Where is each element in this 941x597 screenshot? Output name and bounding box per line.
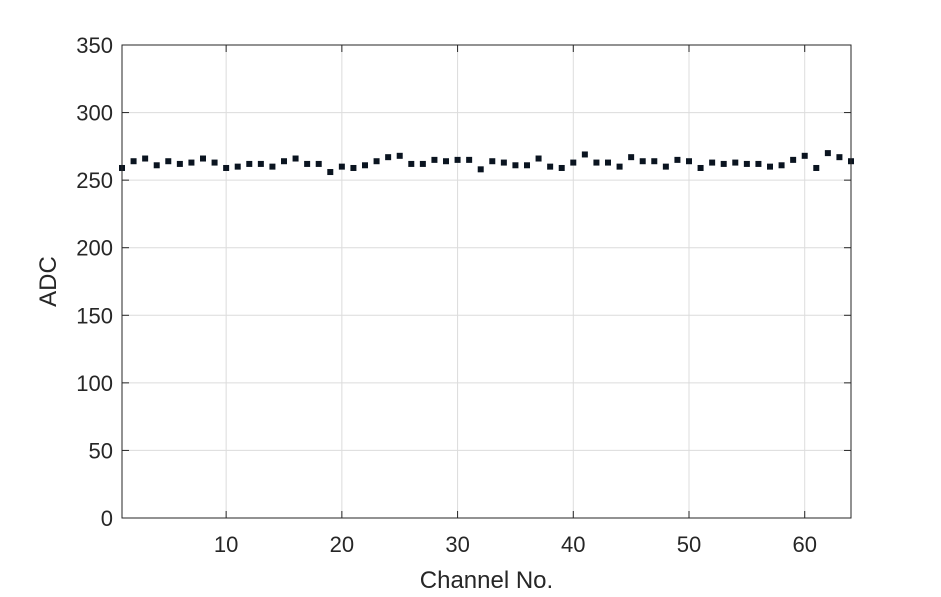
data-point bbox=[269, 163, 276, 170]
plot-frame bbox=[121, 44, 852, 519]
data-point bbox=[338, 163, 345, 170]
data-point bbox=[767, 163, 773, 170]
data-point bbox=[558, 164, 565, 171]
data-point bbox=[234, 163, 241, 170]
data-point bbox=[697, 164, 704, 171]
data-point bbox=[419, 160, 426, 167]
y-tick-label: 100 bbox=[76, 371, 113, 396]
data-point bbox=[362, 162, 368, 169]
data-point bbox=[165, 158, 172, 165]
data-point bbox=[581, 151, 588, 158]
y-tick-label: 300 bbox=[76, 101, 113, 126]
data-point bbox=[408, 160, 415, 167]
y-axis-label: ADC bbox=[35, 256, 62, 307]
y-tick-label: 150 bbox=[76, 303, 113, 328]
data-point bbox=[350, 164, 357, 171]
data-point bbox=[327, 169, 334, 176]
data-point bbox=[200, 155, 206, 162]
data-point bbox=[153, 162, 160, 169]
data-point bbox=[385, 154, 392, 161]
y-tick-label: 200 bbox=[76, 236, 113, 261]
data-point bbox=[292, 155, 299, 162]
x-tick-label: 50 bbox=[677, 532, 701, 557]
data-point bbox=[824, 150, 831, 157]
data-point bbox=[628, 154, 635, 161]
data-point bbox=[732, 159, 739, 166]
data-point bbox=[616, 163, 623, 170]
data-point bbox=[315, 160, 322, 167]
y-tick-label: 350 bbox=[76, 33, 113, 58]
data-point bbox=[524, 162, 530, 169]
data-point bbox=[755, 160, 762, 167]
data-point bbox=[489, 158, 496, 165]
data-point bbox=[443, 158, 449, 165]
data-point bbox=[176, 160, 183, 167]
plot-area bbox=[122, 45, 851, 518]
data-point bbox=[720, 160, 727, 167]
data-point bbox=[813, 164, 820, 171]
data-point bbox=[304, 160, 311, 167]
y-tick-label: 0 bbox=[101, 506, 113, 531]
data-points bbox=[119, 150, 854, 176]
data-point bbox=[466, 156, 473, 163]
data-point bbox=[223, 164, 230, 171]
data-point bbox=[709, 159, 716, 166]
data-point bbox=[454, 156, 461, 163]
x-tick-label: 60 bbox=[792, 532, 816, 557]
data-point bbox=[188, 159, 195, 166]
data-point bbox=[431, 156, 438, 163]
x-tick-label: 20 bbox=[330, 532, 354, 557]
data-point bbox=[605, 159, 611, 166]
data-point bbox=[281, 158, 287, 165]
data-point bbox=[142, 155, 149, 162]
data-point bbox=[570, 159, 577, 166]
data-point bbox=[512, 162, 519, 169]
data-point bbox=[396, 152, 403, 159]
data-point bbox=[686, 158, 692, 165]
data-point bbox=[836, 154, 843, 161]
x-axis-label: Channel No. bbox=[420, 567, 553, 594]
y-tick-label: 250 bbox=[76, 168, 113, 193]
data-point bbox=[790, 156, 797, 163]
data-point bbox=[593, 159, 600, 166]
data-point bbox=[257, 160, 264, 167]
data-point bbox=[211, 159, 218, 166]
data-point bbox=[130, 158, 137, 165]
data-point bbox=[651, 158, 658, 165]
data-point bbox=[778, 162, 785, 169]
x-tick-label: 10 bbox=[214, 532, 238, 557]
data-point bbox=[535, 155, 542, 162]
x-tick-label: 40 bbox=[561, 532, 585, 557]
axis-ticks: 10 20 30 40 50 60 0 50 100 150 200 250 300 350 bbox=[76, 33, 851, 557]
data-point bbox=[373, 158, 380, 165]
data-point bbox=[547, 163, 554, 170]
data-point bbox=[477, 166, 484, 173]
data-point bbox=[674, 156, 681, 163]
data-point bbox=[246, 160, 253, 167]
data-point bbox=[801, 152, 808, 159]
data-point bbox=[743, 160, 750, 167]
data-point bbox=[662, 163, 669, 170]
y-tick-label: 50 bbox=[89, 438, 113, 463]
data-point bbox=[500, 159, 507, 166]
x-tick-label: 30 bbox=[445, 532, 469, 557]
data-point bbox=[639, 158, 646, 165]
